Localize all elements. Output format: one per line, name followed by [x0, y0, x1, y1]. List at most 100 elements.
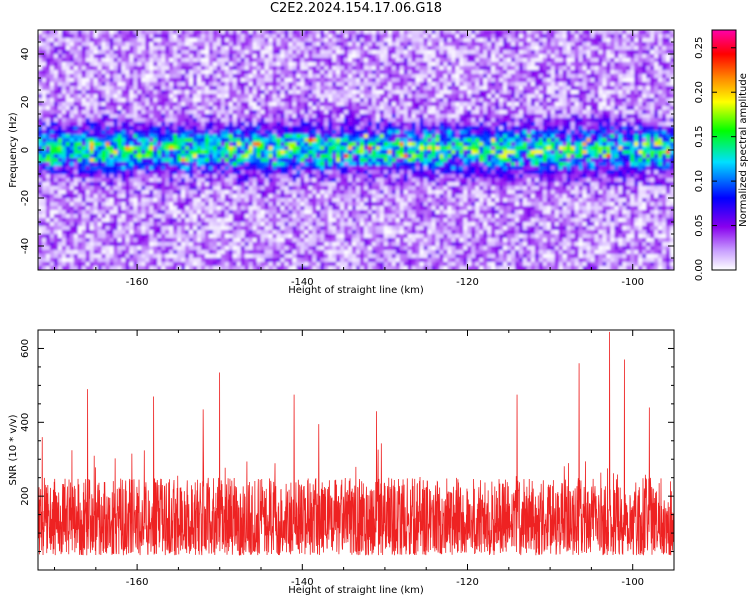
heatmap-cell [590, 110, 596, 115]
heatmap-cell [204, 34, 210, 39]
heatmap-cell [61, 66, 67, 71]
heatmap-cell [515, 46, 520, 51]
heatmap-cell [483, 138, 488, 143]
heatmap-cell [459, 82, 464, 87]
heatmap-cell [208, 146, 214, 151]
heatmap-cell [518, 42, 524, 47]
heatmap-cell [49, 98, 55, 103]
heatmap-cell [193, 150, 198, 155]
heatmap-cell [610, 138, 615, 143]
heatmap-cell [379, 86, 385, 91]
heatmap-cell [169, 102, 174, 107]
heatmap-cell [570, 98, 576, 103]
heatmap-cell [479, 62, 484, 67]
heatmap-cell [53, 50, 59, 55]
heatmap-cell [69, 78, 75, 83]
heatmap-cell [399, 146, 405, 151]
heatmap-cell [348, 62, 353, 67]
heatmap-cell [634, 34, 639, 39]
heatmap-cell [435, 54, 441, 59]
heatmap-cell [618, 90, 623, 95]
heatmap-cell [177, 142, 182, 147]
heatmap-cell [423, 102, 429, 107]
heatmap-cell [427, 130, 433, 135]
heatmap-cell [165, 106, 170, 111]
heatmap-cell [586, 74, 592, 79]
heatmap-cell [312, 30, 317, 35]
heatmap-cell [153, 78, 158, 83]
heatmap-cell [646, 142, 651, 147]
heatmap-cell [375, 30, 381, 35]
heatmap-cell [280, 118, 286, 123]
heatmap-cell [423, 62, 429, 67]
heatmap-cell [97, 138, 103, 143]
heatmap-cell [467, 94, 472, 99]
heatmap-cell [212, 134, 218, 139]
heatmap-cell [105, 134, 111, 139]
heatmap-cell [280, 82, 286, 87]
heatmap-cell [626, 126, 631, 131]
heatmap-cell [65, 146, 71, 151]
heatmap-cell [292, 90, 297, 95]
heatmap-cell [328, 146, 333, 151]
heatmap-cell [642, 138, 647, 143]
heatmap-cell [260, 58, 266, 63]
heatmap-cell [411, 42, 417, 47]
heatmap-cell [197, 126, 202, 131]
heatmap-cell [161, 78, 166, 83]
heatmap-cell [212, 82, 218, 87]
heatmap-cell [550, 50, 556, 55]
heatmap-cell [113, 46, 119, 51]
heatmap-cell [403, 38, 409, 43]
heatmap-cell [499, 82, 504, 87]
heatmap-cell [626, 82, 631, 87]
heatmap-cell [614, 58, 619, 63]
heatmap-cell [670, 34, 674, 39]
heatmap-cell [177, 90, 182, 95]
heatmap-cell [53, 138, 59, 143]
heatmap-cell [57, 86, 63, 91]
heatmap-cell [260, 38, 266, 43]
heatmap-cell [522, 70, 528, 75]
heatmap-cell [459, 150, 464, 155]
heatmap-cell [256, 46, 262, 51]
heatmap-cell [212, 114, 218, 119]
heatmap-cell [518, 138, 524, 143]
heatmap-cell [598, 106, 604, 111]
heatmap-cell [113, 94, 119, 99]
heatmap-cell [109, 78, 115, 83]
heatmap-cell [614, 98, 619, 103]
heatmap-cell [550, 70, 556, 75]
heatmap-cell [41, 78, 47, 83]
heatmap-cell [546, 102, 552, 107]
heatmap-cell [574, 38, 580, 43]
heatmap-cell [610, 126, 615, 131]
heatmap-cell [399, 98, 405, 103]
heatmap-cell [240, 126, 246, 131]
heatmap-cell [73, 66, 79, 71]
heatmap-cell [38, 66, 43, 71]
heatmap-cell [292, 114, 297, 119]
heatmap-cell [522, 94, 528, 99]
heatmap-cell [109, 126, 115, 131]
heatmap-cell [149, 154, 154, 159]
heatmap-cell [300, 118, 305, 123]
heatmap-cell [165, 102, 170, 107]
heatmap-cell [391, 30, 397, 35]
heatmap-cell [435, 82, 441, 87]
heatmap-cell [348, 42, 353, 47]
heatmap-cell [49, 142, 55, 147]
heatmap-cell [387, 62, 393, 67]
heatmap-cell [666, 126, 671, 131]
heatmap-cell [367, 146, 373, 151]
heatmap-cell [558, 50, 564, 55]
heatmap-cell [328, 74, 333, 79]
heatmap-cell [666, 42, 671, 47]
heatmap-cell [149, 90, 154, 95]
heatmap-cell [153, 122, 158, 127]
heatmap-cell [507, 110, 512, 115]
heatmap-cell [626, 114, 631, 119]
heatmap-cell [415, 46, 421, 51]
heatmap-cell [371, 150, 377, 155]
heatmap-cell [427, 74, 433, 79]
